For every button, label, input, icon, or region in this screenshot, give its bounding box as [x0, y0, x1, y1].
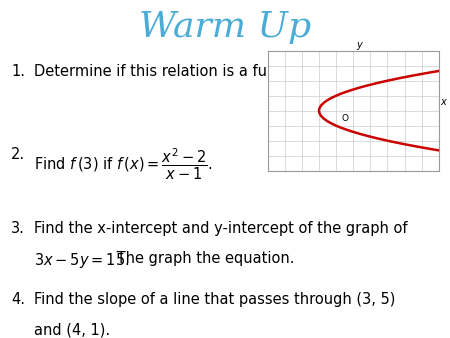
Text: x: x — [441, 97, 446, 107]
Text: $3x-5y=15.$: $3x-5y=15.$ — [34, 251, 129, 270]
Text: Find the x-intercept and y-intercept of the graph of: Find the x-intercept and y-intercept of … — [34, 221, 407, 236]
Text: Find the slope of a line that passes through (3, 5): Find the slope of a line that passes thr… — [34, 292, 395, 307]
Text: y: y — [357, 40, 362, 50]
Text: Determine if this relation is a function.: Determine if this relation is a function… — [34, 64, 317, 79]
Text: The graph the equation.: The graph the equation. — [112, 251, 295, 266]
Text: 1.: 1. — [11, 64, 25, 79]
Text: O: O — [341, 115, 348, 123]
Text: and (4, 1).: and (4, 1). — [34, 322, 110, 337]
Text: 2.: 2. — [11, 147, 25, 162]
Text: 3.: 3. — [11, 221, 25, 236]
Text: 4.: 4. — [11, 292, 25, 307]
Text: Warm Up: Warm Up — [139, 10, 311, 44]
Text: Find $f\,(3)$ if $f\,(x) = \dfrac{x^2-2}{x-1}$.: Find $f\,(3)$ if $f\,(x) = \dfrac{x^2-2}… — [34, 147, 212, 182]
